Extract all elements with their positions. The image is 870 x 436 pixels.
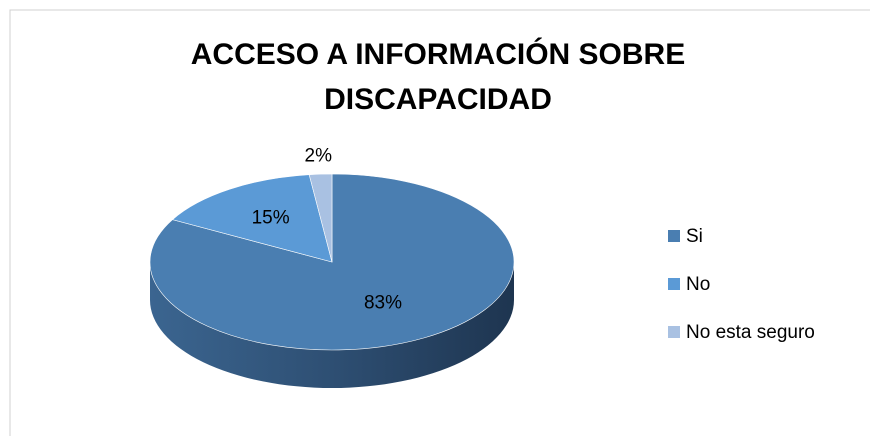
chart-title: ACCESO A INFORMACIÓN SOBRE DISCAPACIDAD [190, 38, 686, 116]
legend-swatch [668, 278, 680, 290]
legend-swatch [668, 326, 680, 338]
legend-label: No esta seguro [686, 322, 815, 343]
legend-label: No [686, 274, 710, 295]
pie-side [150, 262, 514, 388]
legend-label: Si [686, 226, 703, 247]
data-label: 15% [252, 207, 290, 228]
data-label: 83% [364, 293, 402, 314]
chart-border [9, 9, 870, 436]
data-label: 2% [305, 146, 333, 167]
legend-swatch [668, 230, 680, 242]
pie-slice [171, 174, 333, 263]
pie-slice [308, 173, 333, 263]
